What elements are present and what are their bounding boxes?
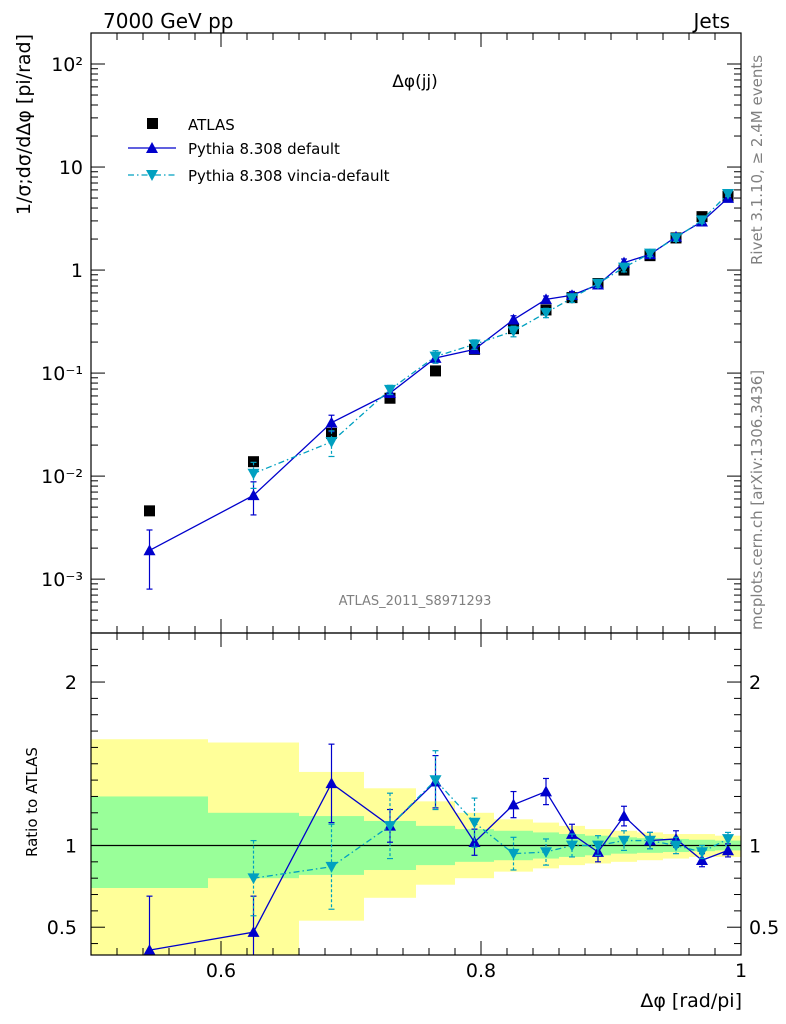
plot-title: Δφ(jj) [392, 72, 438, 92]
header-energy-label: 7000 GeV pp [103, 9, 234, 33]
default-ratio-marker [696, 854, 708, 865]
header-process-label: Jets [692, 9, 730, 33]
vincia-ratio-marker [247, 873, 260, 885]
atlas-data-point [248, 456, 259, 468]
vincia-ratio-line [253, 779, 729, 879]
ratio-y-tick-label-right: 0.5 [749, 917, 779, 939]
main-y-tick-label: 10⁻¹ [41, 363, 83, 385]
vincia-ratio-marker [592, 840, 604, 852]
green-band-bin [91, 796, 208, 888]
vincia-ratio-marker [540, 847, 552, 859]
vincia-series-marker [384, 384, 396, 396]
default-ratio-marker [507, 798, 520, 810]
legend: ATLAS Pythia 8.308 default Pythia 8.308 … [128, 116, 390, 185]
rivet-version-label: Rivet 3.1.10, ≥ 2.4M events [748, 55, 766, 265]
atlas-data-point [144, 505, 155, 517]
default-ratio-marker [325, 777, 338, 789]
vincia-series-marker [468, 339, 481, 351]
y-axis-label-ratio: Ratio to ATLAS [23, 747, 41, 857]
main-y-tick-label: 10⁻³ [41, 569, 83, 591]
main-panel-marks [143, 188, 734, 590]
ratio-y-tick-label-right: 1 [749, 835, 761, 857]
default-ratio-marker [566, 828, 578, 839]
vincia-ratio-marker [384, 821, 396, 832]
vincia-ratio-marker [722, 834, 734, 845]
default-series-marker [540, 293, 552, 305]
ratio-y-tick-label-right: 2 [749, 672, 761, 694]
x-axis-label: Δφ [rad/pi] [640, 990, 742, 1012]
ratio-panel-marks [143, 743, 734, 955]
analysis-watermark: ATLAS_2011_S8971293 [339, 594, 492, 609]
vincia-series-marker [247, 468, 260, 480]
vincia-series-marker [507, 326, 520, 338]
legend-label-atlas: ATLAS [188, 116, 235, 134]
main-y-tick-label: 10 [59, 157, 83, 179]
y-axis-label-main: 1/σ;dσ/dΔφ [pi/rad] [13, 34, 35, 215]
vincia-series-marker [325, 437, 338, 448]
x-tick-label: 1 [735, 960, 747, 982]
vincia-series-marker [722, 188, 734, 200]
default-series-marker [325, 416, 338, 428]
default-ratio-marker [618, 810, 630, 821]
legend-label-default: Pythia 8.308 default [188, 140, 340, 158]
default-ratio-marker [468, 836, 481, 848]
x-tick-label: 0.8 [466, 960, 496, 982]
vincia-ratio-marker [507, 848, 520, 860]
vincia-ratio-marker [468, 817, 481, 829]
default-series-marker [143, 544, 156, 556]
vincia-ratio-marker [618, 835, 630, 847]
main-y-tick-label: 10² [51, 54, 83, 76]
ratio-y-tick-label: 2 [65, 672, 77, 694]
default-ratio-marker [247, 926, 260, 937]
atlas-data-point [384, 392, 396, 404]
vincia-ratio-marker [670, 840, 682, 852]
vincia-ratio-marker [566, 840, 578, 852]
main-y-tick-label: 10⁻² [41, 466, 83, 488]
vincia-series-marker [618, 262, 630, 274]
legend-label-vincia: Pythia 8.308 vincia-default [188, 167, 390, 185]
vincia-ratio-marker [696, 847, 708, 859]
mcplots-reference-label: mcplots.cern.ch [arXiv:1306.3436] [748, 370, 766, 630]
vincia-series-marker [644, 248, 656, 260]
default-series-marker [507, 313, 520, 325]
ratio-panel-frame [90, 632, 742, 956]
vincia-ratio-marker [325, 861, 338, 873]
vincia-series-marker [429, 351, 442, 363]
default-ratio-marker [722, 844, 734, 856]
ratio-y-tick-label: 0.5 [47, 917, 77, 939]
vincia-ratio-marker [644, 835, 656, 847]
vincia-series-line [253, 193, 729, 475]
atlas-data-point [430, 365, 441, 377]
vincia-series-marker [670, 233, 682, 244]
x-tick-label: 0.6 [206, 960, 236, 982]
vincia-series-marker [592, 278, 604, 290]
vincia-series-marker [540, 307, 552, 319]
legend-marker-atlas [147, 118, 158, 129]
ratio-uncertainty-bands [91, 739, 741, 955]
ratio-y-tick-label: 1 [65, 835, 77, 857]
vincia-series-marker [696, 215, 708, 227]
vincia-series-marker [566, 293, 578, 305]
default-ratio-marker [540, 785, 552, 797]
default-series-marker [247, 489, 260, 501]
default-ratio-marker [143, 944, 156, 955]
legend-marker-default [146, 142, 158, 153]
legend-marker-vincia [146, 170, 158, 181]
main-y-tick-label: 1 [71, 260, 83, 282]
vincia-ratio-marker [429, 775, 442, 787]
